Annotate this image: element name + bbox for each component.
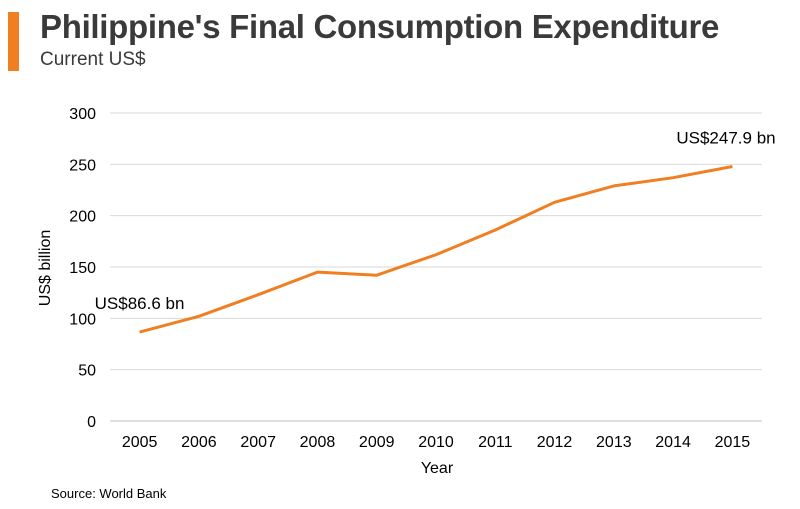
x-tick-label: 2014: [655, 434, 691, 451]
gridlines: [110, 112, 762, 422]
x-tick-label: 2005: [122, 434, 158, 451]
x-tick-label: 2015: [715, 434, 751, 451]
x-tick-label: 2007: [240, 434, 276, 451]
y-tick-label: 200: [69, 209, 96, 226]
x-tick-label: 2011: [478, 434, 513, 451]
x-tick-label: 2012: [537, 434, 573, 451]
x-tick-label: 2006: [181, 434, 217, 451]
y-tick-label: 300: [69, 106, 96, 123]
x-axis-title: Year: [421, 460, 454, 477]
chart-subtitle: Current US$: [40, 49, 146, 70]
data-label: US$247.9 bn: [676, 128, 775, 147]
title-accent-bar: [8, 12, 19, 71]
source-note: Source: World Bank: [51, 486, 167, 501]
y-tick-label: 50: [78, 363, 96, 380]
x-tick-labels: 2005 2006 2007 2008 2009 2010 2011 2012 2013 2014…: [122, 434, 750, 451]
x-tick-label: 2009: [359, 434, 395, 451]
x-tick-label: 2013: [596, 434, 632, 451]
data-label: US$86.6 bn: [95, 294, 185, 313]
y-tick-label: 150: [69, 260, 96, 277]
data-labels: US$86.6 bn US$247.9 bn: [95, 128, 776, 313]
chart-title: Philippine's Final Consumption Expenditu…: [40, 8, 720, 45]
y-tick-label: 0: [87, 414, 96, 431]
y-axis-title: US$ billion: [37, 230, 54, 306]
x-tick-label: 2010: [418, 434, 454, 451]
y-tick-label: 250: [69, 157, 96, 174]
y-tick-label: 100: [69, 311, 96, 328]
x-tick-label: 2008: [300, 434, 336, 451]
series-line: [139, 165, 733, 334]
y-tick-labels: 0 50 100 150 200 250 300: [69, 106, 96, 431]
